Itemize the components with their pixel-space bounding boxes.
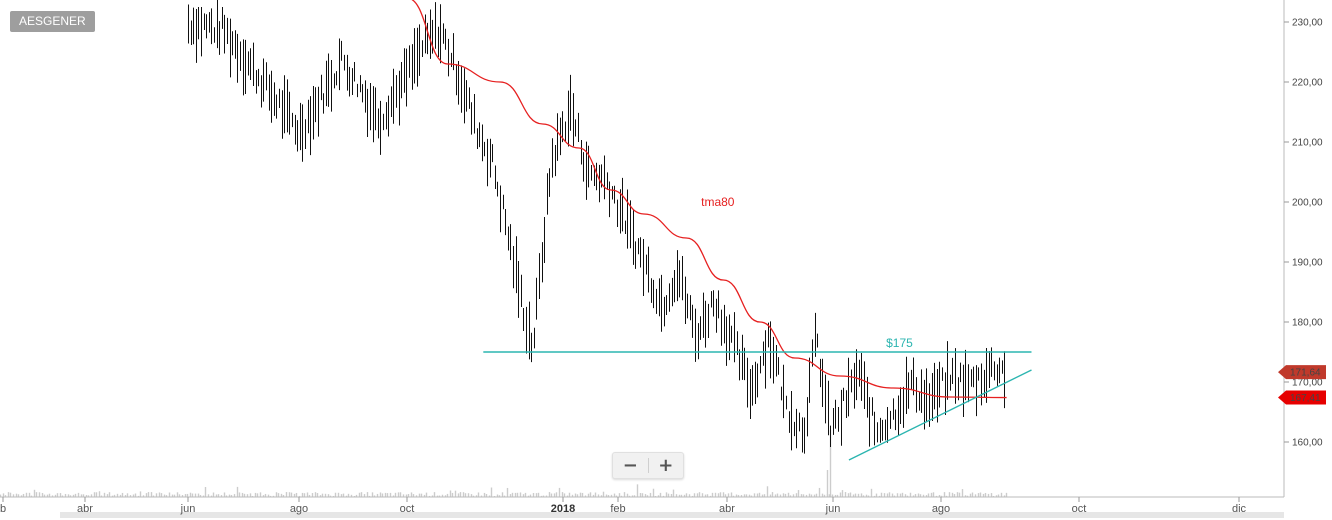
symbol-label: AESGENER [10,11,95,32]
tma-value-label: 167,41 [1290,393,1321,404]
x-tick-label: abr [719,503,735,515]
zoom-in-button[interactable]: + [658,455,674,476]
y-tick-label: 220,00 [1292,78,1323,89]
resistance-label: $175 [886,336,913,350]
x-tick-label: oct [400,503,415,515]
y-tick-label: 160,00 [1292,438,1323,449]
x-tick-label: dic [1232,503,1247,515]
price-bars [188,0,1005,454]
x-tick-label: b [0,503,6,515]
x-tick-label: abr [77,503,93,515]
x-tick-label: oct [1072,503,1087,515]
x-tick-label: ago [932,503,950,515]
y-axis-ticks: 160,00 170,00 180,00 190,00 200,00 210,00 220,… [1284,18,1323,449]
x-tick-label: jun [825,503,841,515]
volume-bars [0,430,1008,497]
y-tick-label: 190,00 [1292,258,1323,269]
tma-label: tma80 [701,195,735,209]
zoom-out-button[interactable]: − [622,455,638,476]
tma80-line [411,0,1007,399]
last-price-tag [1278,365,1326,380]
last-price-label: 171,64 [1290,368,1321,379]
y-tick-label: 200,00 [1292,198,1323,209]
x-axis-ticks: b abr jun ago oct 2018 feb abr jun ago oct dic [0,497,1247,515]
y-tick-label: 180,00 [1292,318,1323,329]
y-tick-label: 230,00 [1292,18,1323,29]
support-trendline [848,369,1032,461]
bottom-scrollbar [60,512,1284,518]
zoom-separator [647,458,649,473]
x-tick-label: ago [290,503,308,515]
price-tags: 171,64 167,41 [1278,365,1326,405]
x-tick-label: jun [180,503,196,515]
x-tick-label: 2018 [551,503,575,515]
y-tick-label: 210,00 [1292,138,1323,149]
x-tick-label: feb [610,503,625,515]
y-tick-label: 170,00 [1292,378,1323,389]
tma-value-tag [1278,390,1326,405]
zoom-controls: − + [612,452,684,479]
